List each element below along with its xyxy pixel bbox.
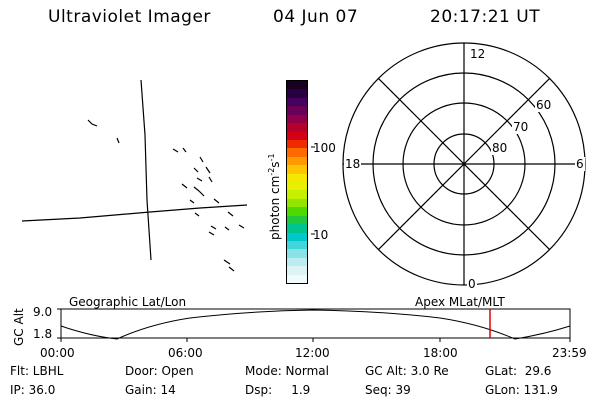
timeline-frame xyxy=(60,308,571,339)
coast-segment xyxy=(116,137,120,144)
coast-segment xyxy=(198,190,205,197)
coast-segment xyxy=(208,231,215,236)
coast-segment xyxy=(193,167,199,173)
colorbar-swatch xyxy=(287,215,307,225)
apex-polar-plot xyxy=(342,42,586,286)
coast-segment xyxy=(238,224,245,229)
timeline-left-label: Geographic Lat/Lon xyxy=(69,295,187,309)
coast-segment xyxy=(182,147,187,153)
status-ip: IP: 36.0 xyxy=(10,383,56,397)
colorbar-swatch xyxy=(287,139,307,149)
map-meridian-line xyxy=(140,79,152,261)
colorbar-swatch xyxy=(287,173,307,183)
colorbar-swatch xyxy=(287,249,307,258)
colorbar-swatch xyxy=(287,190,307,199)
coast-segment xyxy=(223,259,231,265)
timeline-xtick-0600: 06:00 xyxy=(168,346,203,360)
colorbar-swatch xyxy=(287,165,307,174)
colorbar-swatch xyxy=(287,89,307,98)
colorbar-swatch xyxy=(287,257,307,267)
time-label: 20:17:21 UT xyxy=(430,7,541,27)
colorbar-swatch xyxy=(287,114,307,124)
map-latitude-line xyxy=(21,204,248,222)
polar-ring-label-60: 60 xyxy=(535,98,553,112)
date-label: 04 Jun 07 xyxy=(273,7,359,27)
timeline-xtick-1800: 18:00 xyxy=(423,346,458,360)
intensity-colorbar xyxy=(286,80,308,284)
coast-segment xyxy=(208,176,213,183)
colorbar-swatch xyxy=(287,198,307,208)
colorbar-swatch xyxy=(287,81,307,90)
geographic-image-panel xyxy=(21,79,248,272)
coast-segment xyxy=(172,148,179,153)
status-gain: Gain: 14 xyxy=(125,383,176,397)
coast-segment xyxy=(205,166,211,174)
timeline-xtick-1200: 12:00 xyxy=(295,346,330,360)
colorbar-tick-100: 100 xyxy=(313,141,336,155)
status-filter: Flt: LBHL xyxy=(10,364,64,378)
coast-segment xyxy=(210,225,217,230)
coast-segment xyxy=(213,198,220,204)
colorbar-swatch xyxy=(287,266,307,275)
polar-ring-label-70: 70 xyxy=(512,120,530,134)
polar-axis-diag2 xyxy=(377,77,551,251)
colorbar-swatch xyxy=(287,156,307,166)
coast-segment xyxy=(87,119,98,127)
coast-segment xyxy=(181,183,188,189)
colorbar-swatch xyxy=(287,241,307,250)
colorbar-swatch xyxy=(287,106,307,115)
coast-segment xyxy=(199,156,204,163)
status-dsp: Dsp: 1.9 xyxy=(245,383,311,397)
coast-segment xyxy=(189,199,195,204)
colorbar-tick-10: 10 xyxy=(313,228,329,242)
timeline-ytick-9: 9.0 xyxy=(33,305,53,319)
polar-ring-label-80: 80 xyxy=(491,141,509,155)
status-door: Door: Open xyxy=(125,364,194,378)
colorbar-swatch xyxy=(287,148,307,157)
colorbar-swatch xyxy=(287,123,307,132)
coast-segment xyxy=(228,266,235,272)
timeline-xtick-2359: 23:59 xyxy=(552,346,587,360)
polar-label-top: 12 xyxy=(469,47,487,61)
coast-segment xyxy=(193,186,200,192)
colorbar-swatch xyxy=(287,274,307,284)
coast-segment xyxy=(196,177,203,182)
status-glat: GLat: 29.6 xyxy=(485,364,552,378)
colorbar-swatch xyxy=(287,97,307,107)
colorbar-tick-marks xyxy=(311,146,315,235)
polar-label-left: 18 xyxy=(344,157,362,171)
timeline-xtick-0000: 00:00 xyxy=(40,346,75,360)
timeline-right-label: Apex MLat/MLT xyxy=(415,295,505,309)
polar-label-right: 6 xyxy=(575,157,585,171)
timeline-ytick-1-8: 1.8 xyxy=(33,327,53,341)
instrument-title: Ultraviolet Imager xyxy=(48,7,211,27)
coast-segment xyxy=(194,212,200,217)
coast-segment xyxy=(224,226,230,231)
colorbar-swatch xyxy=(287,131,307,140)
polar-label-bottom: 0 xyxy=(467,277,477,291)
colorbar-swatch xyxy=(287,182,307,191)
status-mode: Mode: Normal xyxy=(245,364,329,378)
status-gc-alt: GC Alt: 3.0 Re xyxy=(365,364,449,378)
status-glon: GLon: 131.9 xyxy=(485,383,558,397)
colorbar-swatch xyxy=(287,224,307,233)
coast-segment xyxy=(227,211,234,217)
altitude-curve xyxy=(60,309,571,340)
status-seq: Seq: 39 xyxy=(365,383,411,397)
colorbar-swatch xyxy=(287,232,307,242)
colorbar-swatch xyxy=(287,207,307,216)
